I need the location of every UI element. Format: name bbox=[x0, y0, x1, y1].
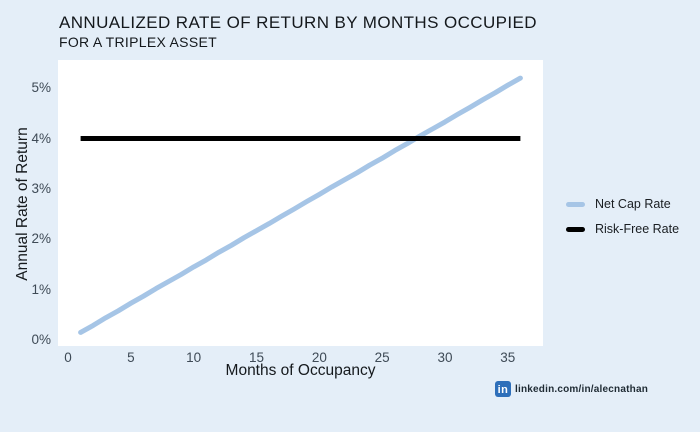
y-tick-label: 5% bbox=[31, 80, 51, 96]
x-tick-label: 35 bbox=[500, 350, 516, 365]
legend-label-risk-free-rate: Risk-Free Rate bbox=[595, 222, 680, 236]
x-tick-label: 25 bbox=[374, 350, 390, 365]
legend-item-risk-free-rate: Risk-Free Rate bbox=[566, 221, 679, 237]
linkedin-icon: in bbox=[495, 381, 511, 397]
linkedin-watermark: in linkedin.com/in/alecnathan bbox=[495, 381, 648, 397]
x-tick-label: 20 bbox=[311, 350, 327, 365]
x-tick-label: 0 bbox=[64, 350, 72, 365]
x-tick-label: 5 bbox=[127, 350, 135, 365]
y-tick-label: 2% bbox=[31, 231, 51, 247]
chart-title: ANNUALIZED RATE OF RETURN BY MONTHS OCCU… bbox=[59, 13, 537, 32]
x-tick-label: 10 bbox=[186, 350, 202, 365]
plot-svg bbox=[78, 75, 523, 335]
y-tick-label: 1% bbox=[31, 281, 51, 297]
y-tick-label: 4% bbox=[31, 130, 51, 146]
legend: Net Cap Rate Risk-Free Rate bbox=[566, 196, 679, 246]
net-cap-rate-line-swatch bbox=[566, 201, 585, 207]
x-tick-label: 30 bbox=[437, 350, 453, 365]
x-axis-label: Months of Occupancy bbox=[225, 362, 376, 379]
plot-area bbox=[58, 60, 543, 346]
x-tick-label: 15 bbox=[249, 350, 265, 365]
legend-label-net-cap-rate: Net Cap Rate bbox=[595, 197, 671, 211]
legend-item-net-cap-rate: Net Cap Rate bbox=[566, 196, 679, 212]
chart-subtitle: FOR A TRIPLEX ASSET bbox=[59, 34, 217, 50]
y-tick-label: 3% bbox=[31, 180, 51, 196]
y-tick-label: 0% bbox=[31, 331, 51, 347]
linkedin-url-text: linkedin.com/in/alecnathan bbox=[515, 383, 649, 395]
y-axis-label: Annual Rate of Return bbox=[14, 127, 31, 281]
risk-free-rate-line-swatch bbox=[566, 226, 585, 232]
net-cap-rate-line bbox=[78, 75, 523, 335]
